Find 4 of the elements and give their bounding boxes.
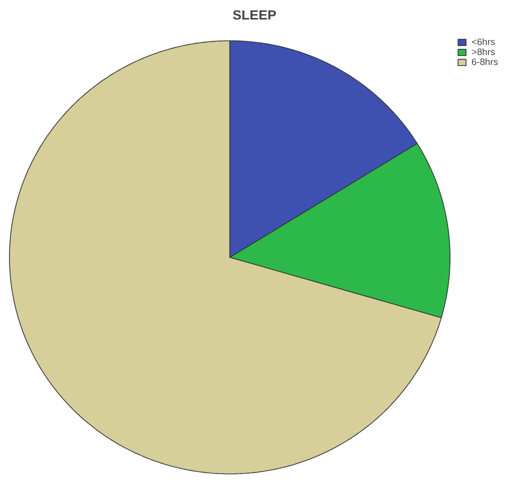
legend-label: 6-8hrs	[472, 57, 498, 67]
legend-label: >8hrs	[472, 47, 496, 57]
chart-title: SLEEP	[232, 8, 276, 22]
legend-label: <6hrs	[472, 37, 496, 47]
